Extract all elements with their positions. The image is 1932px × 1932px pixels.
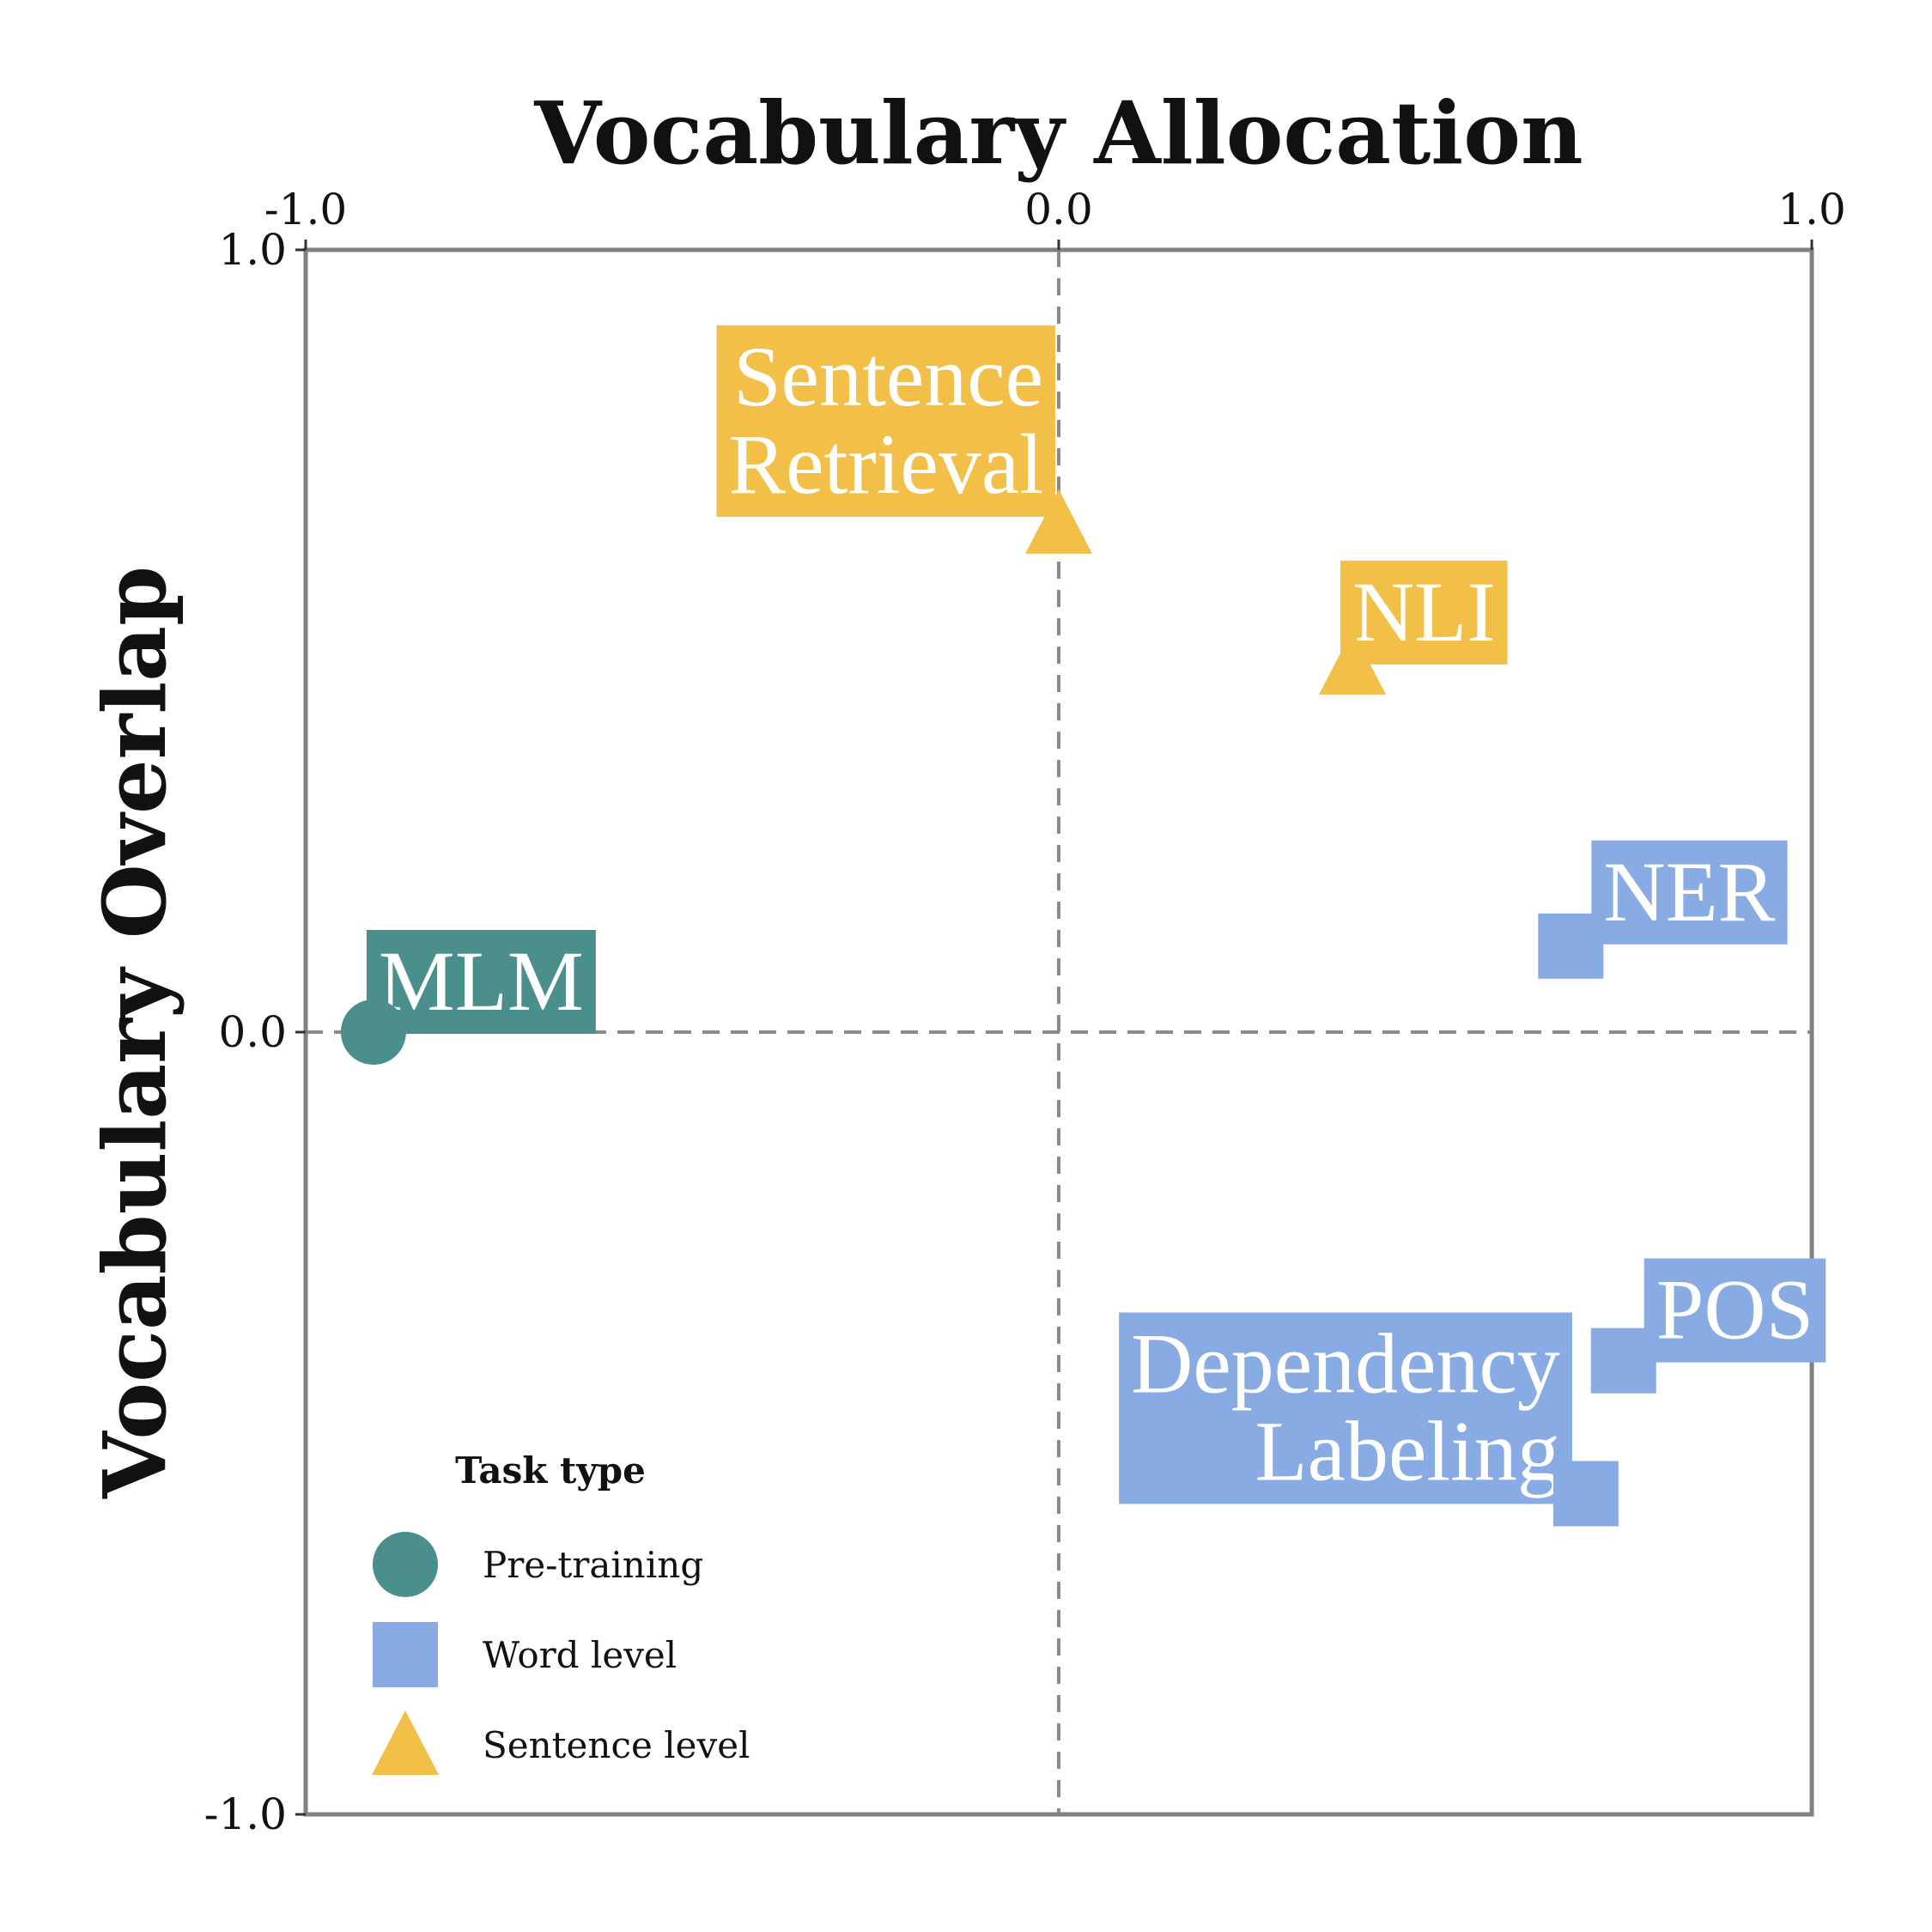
point-label-box: NER [1591, 840, 1788, 945]
legend-label: Word level [483, 1634, 677, 1676]
data-point: POS [1590, 1258, 1826, 1394]
point-label-background [1643, 1258, 1826, 1363]
legend-entry: Pre-training [373, 1532, 703, 1597]
square-marker [1590, 1327, 1656, 1394]
data-point: NLI [1319, 560, 1508, 695]
point-label: Dependency [1131, 1315, 1560, 1411]
legend-circle-marker [373, 1532, 438, 1597]
x-tick-label: 1.0 [1777, 185, 1846, 234]
point-label: Retrieval [728, 416, 1043, 512]
point-label-box: POS [1643, 1258, 1826, 1363]
triangle-marker [1319, 629, 1387, 695]
y-tick-label: 0.0 [218, 1007, 287, 1057]
point-label-background [1119, 1312, 1572, 1504]
point-label: MLM [379, 933, 584, 1029]
circle-marker [340, 999, 406, 1065]
point-label-background [716, 325, 1055, 517]
square-marker [1538, 913, 1604, 979]
y-tick-label: -1.0 [204, 1789, 287, 1839]
point-label: NLI [1352, 564, 1496, 659]
point-label: Labeling [1255, 1403, 1559, 1498]
legend-entry: Word level [373, 1622, 677, 1687]
triangle-marker [1025, 489, 1092, 554]
point-label-box: NLI [1340, 560, 1508, 665]
data-point: NER [1538, 840, 1788, 979]
x-tick-label: 0.0 [1024, 185, 1093, 234]
legend-label: Sentence level [483, 1724, 750, 1766]
legend-label: Pre-training [483, 1544, 703, 1586]
legend-entries: Pre-training Word level Sentence level [372, 1532, 750, 1775]
legend-triangle-marker [372, 1710, 439, 1775]
legend-title: Task type [455, 1449, 646, 1492]
x-tick-label: -1.0 [264, 185, 347, 234]
point-label: POS [1656, 1262, 1814, 1358]
point-label: Sentence [733, 329, 1043, 424]
legend: Task type Pre-training Word level Sentence… [372, 1449, 750, 1775]
data-point: MLM [340, 930, 596, 1065]
legend-square-marker [373, 1622, 438, 1687]
point-label-box: MLM [366, 930, 596, 1034]
point-label: NER [1603, 844, 1775, 939]
y-tick-label: 1.0 [218, 225, 287, 275]
square-marker [1552, 1461, 1619, 1527]
y-axis-title: Vocabulary Overlap [84, 566, 185, 1499]
legend-entry: Sentence level [372, 1710, 750, 1775]
point-label-background [366, 930, 596, 1034]
point-label-background [1591, 840, 1788, 945]
point-label-background [1340, 560, 1508, 665]
x-axis-title: Vocabulary Allocation [533, 82, 1583, 184]
axis-ticks: -1.0 0.0 1.0 1.0 0.0 -1.0 [204, 185, 1846, 1839]
